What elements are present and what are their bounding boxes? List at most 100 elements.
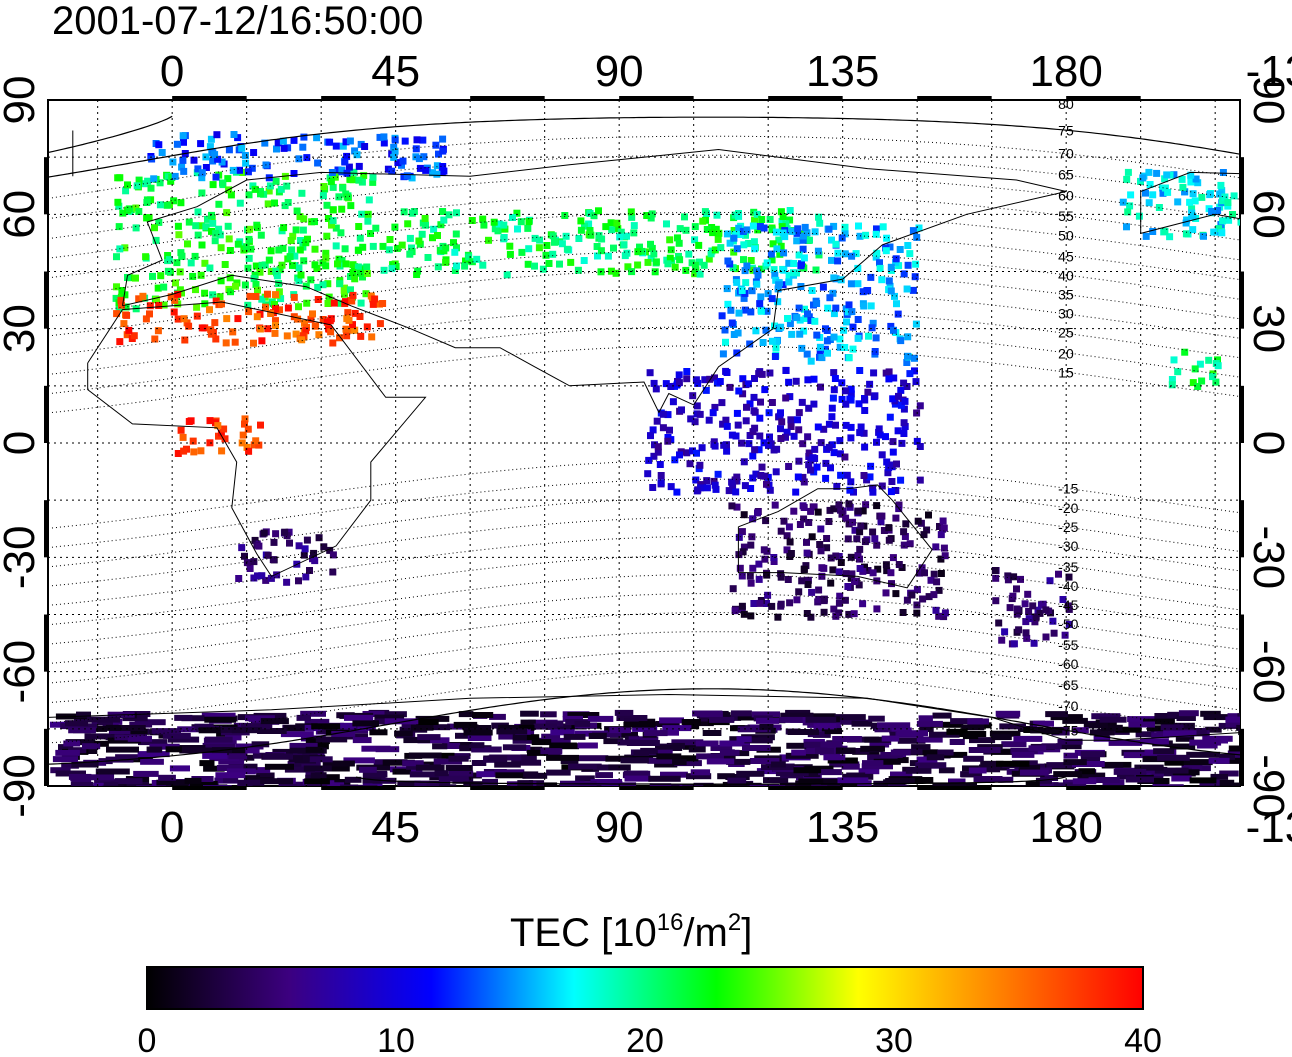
tec-cell	[873, 758, 901, 765]
tec-cell	[319, 779, 351, 785]
tec-cell	[222, 747, 248, 754]
tec-cell	[279, 137, 287, 145]
tec-cell	[1108, 739, 1143, 746]
tec-cell	[140, 180, 148, 188]
tec-cell	[192, 222, 200, 230]
tec-cell	[208, 211, 215, 219]
tec-cell	[739, 390, 747, 398]
tec-cell	[753, 280, 761, 288]
tec-cell	[672, 759, 687, 766]
tec-cell	[701, 208, 709, 216]
tec-cell	[844, 535, 852, 543]
tec-cell	[872, 230, 880, 238]
tec-cell	[191, 776, 214, 782]
tec-cell	[838, 510, 846, 518]
tec-cell	[512, 737, 541, 744]
contour-label: -20	[1058, 500, 1078, 516]
tec-cell	[837, 471, 845, 479]
tec-cell	[546, 769, 571, 776]
tec-cell	[810, 503, 818, 511]
tec-cell	[748, 287, 756, 295]
tec-cell	[873, 541, 881, 549]
tec-cell	[461, 262, 469, 270]
tec-cell	[1208, 208, 1216, 215]
tec-cell	[218, 158, 226, 166]
tec-cell	[830, 310, 838, 318]
tec-cell	[851, 578, 858, 585]
tec-cell	[436, 246, 444, 254]
tec-cell	[125, 205, 133, 213]
tec-cell	[575, 235, 583, 242]
tec-cell	[169, 158, 177, 166]
tec-cell	[768, 295, 776, 303]
tec-cell	[130, 728, 148, 735]
tec-cell	[743, 403, 750, 411]
tec-cell	[256, 772, 275, 779]
tec-cell	[628, 736, 659, 743]
tec-cell	[760, 546, 768, 554]
tec-cell	[338, 205, 346, 213]
tec-cell	[212, 335, 220, 343]
tec-cell	[644, 258, 652, 266]
tec-cell	[1188, 209, 1196, 217]
tec-cell	[816, 541, 824, 548]
tec-cell	[256, 268, 264, 276]
tec-cell	[116, 174, 124, 182]
tec-cell	[912, 260, 920, 268]
tec-cell	[719, 740, 750, 747]
tec-cell	[756, 432, 764, 440]
tec-cell	[897, 386, 905, 394]
contour-label: 50	[1058, 227, 1074, 243]
tec-cell	[593, 243, 601, 250]
contour-label: 70	[1058, 145, 1074, 161]
tec-cell	[675, 239, 683, 247]
tec-cell	[356, 234, 364, 242]
tec-cell	[1149, 228, 1157, 235]
tec-cell	[820, 608, 828, 616]
tec-cell	[1179, 183, 1187, 191]
tec-cell	[832, 736, 862, 742]
tec-cell	[567, 258, 575, 266]
tec-cell	[536, 236, 544, 244]
tec-cell	[890, 374, 898, 382]
tec-cell	[1153, 169, 1161, 177]
tec-cell	[689, 447, 696, 455]
tec-cell	[835, 568, 843, 576]
tec-cell	[434, 770, 449, 777]
tec-cell	[656, 753, 682, 760]
tec-cell	[826, 506, 834, 514]
tec-cell	[207, 135, 215, 143]
tec-cell	[919, 726, 934, 732]
tec-cell	[264, 290, 271, 298]
tec-cell	[280, 784, 297, 786]
tec-cell	[1015, 626, 1023, 634]
tec-cell	[654, 448, 662, 456]
tec-cell	[728, 431, 736, 439]
tec-cell	[1189, 739, 1222, 746]
frame-bar	[1240, 385, 1244, 443]
tec-cell	[143, 199, 151, 206]
tec-cell	[1072, 778, 1097, 785]
tec-cell	[244, 301, 252, 309]
tec-cell	[157, 272, 165, 280]
tec-cell	[398, 241, 406, 249]
tec-cell	[197, 447, 205, 455]
tec-cell	[930, 591, 938, 599]
tec-cell	[215, 225, 223, 233]
tec-cell	[926, 754, 945, 761]
tec-cell	[920, 531, 928, 539]
magnetic-contour	[48, 269, 1240, 337]
x-tick-label-top: 180	[1029, 47, 1102, 96]
tec-cell	[1128, 721, 1155, 728]
tec-cell	[882, 561, 890, 569]
tec-cell	[1164, 188, 1172, 196]
magnetic-contour	[48, 345, 1240, 414]
tec-cell	[122, 303, 130, 311]
tec-cell	[758, 216, 766, 223]
tec-cell	[180, 315, 188, 323]
frame-bar	[44, 271, 48, 329]
tec-cell	[286, 539, 293, 547]
magnetic-contour	[48, 497, 1240, 568]
tec-cell	[883, 567, 891, 575]
tec-cell	[311, 322, 319, 330]
